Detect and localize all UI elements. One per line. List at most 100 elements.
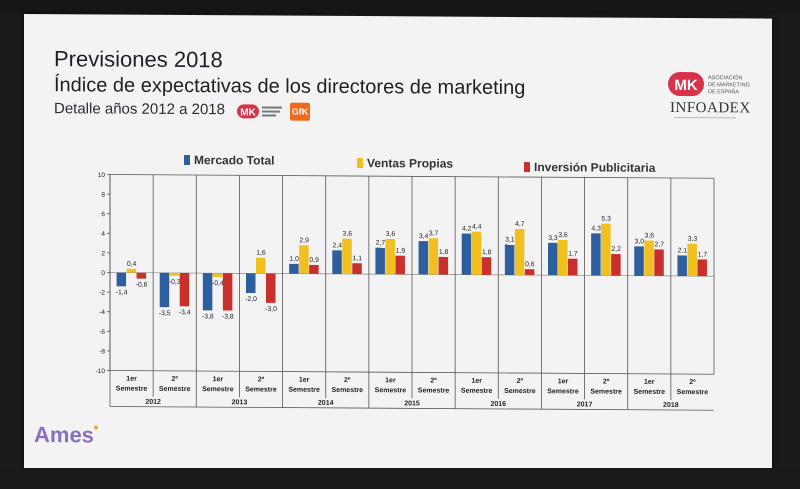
data-label: 3,6 (343, 231, 353, 238)
data-label: -0,6 (136, 282, 148, 289)
data-label: 1,1 (353, 255, 363, 262)
category-label-semestre: Semestre (202, 386, 234, 393)
category-label-period: 1er (299, 377, 310, 384)
data-label: -3,8 (222, 313, 234, 320)
bar-inversion (309, 264, 319, 274)
data-label: 3,6 (386, 231, 396, 238)
y-tick-label: 0 (101, 270, 105, 277)
category-label-semestre: Semestre (116, 386, 148, 393)
category-label-period: 2º (517, 378, 524, 385)
data-label: 1,9 (396, 248, 406, 255)
bar-inversion (266, 273, 276, 303)
data-label: 1,8 (439, 249, 449, 256)
data-label: 4,4 (472, 224, 482, 231)
bar-inversion (481, 257, 492, 275)
data-label: 3,0 (635, 238, 645, 245)
wall-bottom (0, 468, 800, 489)
bar-inversion (697, 259, 707, 277)
category-label-period: 2º (171, 376, 178, 383)
bar-ventas (299, 245, 309, 274)
wall-top (0, 0, 800, 14)
category-label-semestre: Semestre (677, 389, 709, 396)
y-tick-label: 2 (101, 250, 105, 257)
bar-inversion (654, 249, 664, 276)
category-label-period: 2º (344, 377, 351, 384)
data-label: 2,4 (333, 242, 343, 249)
y-tick-label: -6 (99, 329, 105, 336)
year-label: 2018 (663, 402, 679, 409)
bar-ventas (601, 223, 611, 276)
category-label-period: 2º (258, 376, 265, 383)
data-label: 4,7 (515, 221, 525, 228)
data-label: 3,3 (688, 236, 698, 243)
bar-mercado (159, 272, 170, 308)
category-label-semestre: Semestre (375, 387, 407, 394)
y-tick-label: 10 (98, 172, 106, 179)
data-label: -2,0 (245, 296, 257, 303)
data-label: -3,4 (179, 309, 191, 316)
bar-inversion (611, 254, 621, 276)
svg-text:DE ESPAÑA: DE ESPAÑA (708, 88, 739, 95)
category-label-semestre: Semestre (590, 388, 622, 395)
bar-mercado (634, 246, 644, 276)
data-label: 2,7 (376, 240, 386, 247)
category-label-period: 1er (471, 378, 482, 385)
category-bottom-border (110, 406, 714, 411)
bar-mercado (504, 244, 515, 275)
data-label: 1,6 (256, 250, 266, 257)
category-label-semestre: Semestre (461, 388, 493, 395)
data-label: 1,0 (289, 256, 299, 263)
data-label: 2,9 (299, 237, 309, 244)
data-label: 3,4 (419, 233, 429, 240)
bar-ventas (471, 231, 482, 275)
bar-chart: 10 8 6 4 2 0 -2 -4 -6 -8 -10 -1,4 0,4 -0,6 1er Semestre… (96, 172, 715, 411)
bar-inversion (179, 272, 190, 307)
bar-mercado (461, 233, 472, 275)
bar-mercado (289, 263, 299, 274)
bar-ventas (385, 238, 395, 275)
data-label: -3,8 (202, 313, 214, 320)
data-label: 0,4 (127, 261, 137, 268)
data-label: 1,8 (482, 249, 492, 256)
category-label-semestre: Semestre (288, 387, 320, 394)
year-label: 2013 (232, 399, 248, 406)
category-label-semestre: Semestre (547, 388, 579, 395)
bar-ventas (342, 238, 352, 275)
bar-mercado (418, 241, 429, 275)
category-label-period: 1er (385, 377, 396, 384)
y-tick-label: -2 (99, 290, 105, 297)
category-label-period: 2º (689, 379, 696, 386)
bar-mercado (591, 233, 601, 276)
data-label: 0,6 (525, 261, 535, 268)
data-label: 0,9 (309, 257, 319, 264)
category-label-semestre: Semestre (332, 387, 364, 394)
ames-logo-dot (94, 425, 98, 430)
data-label: 3,7 (429, 230, 439, 237)
category-label-period: 1er (126, 376, 137, 383)
svg-text:MK: MK (240, 107, 256, 118)
bar-inversion (524, 269, 535, 276)
data-label: 1,7 (698, 251, 708, 258)
y-tick-label: -8 (99, 348, 105, 355)
category-label-semestre: Semestre (504, 388, 536, 395)
data-label: 2,2 (611, 246, 621, 253)
bar-ventas (558, 239, 568, 276)
category-label-semestre: Semestre (159, 386, 191, 393)
y-tick-label: 4 (101, 231, 105, 238)
presentation-slide: Previsiones 2018 Índice de expectativas … (24, 14, 772, 473)
category-label-period: 2º (603, 379, 610, 386)
category-label-period: 1er (213, 376, 224, 383)
category-label-semestre: Semestre (245, 386, 277, 393)
bar-inversion (568, 258, 578, 276)
svg-text:MK: MK (674, 77, 697, 94)
data-label: 3,3 (548, 235, 558, 242)
y-tick-label: 8 (101, 192, 105, 199)
bar-ventas (687, 243, 697, 277)
bar-ventas (514, 228, 525, 276)
data-label: 3,6 (558, 232, 568, 239)
category-label-period: 2º (430, 377, 437, 384)
year-label: 2014 (318, 400, 334, 407)
bar-inversion (352, 263, 362, 275)
category-label-semestre: Semestre (634, 389, 666, 396)
year-label: 2016 (490, 401, 506, 408)
